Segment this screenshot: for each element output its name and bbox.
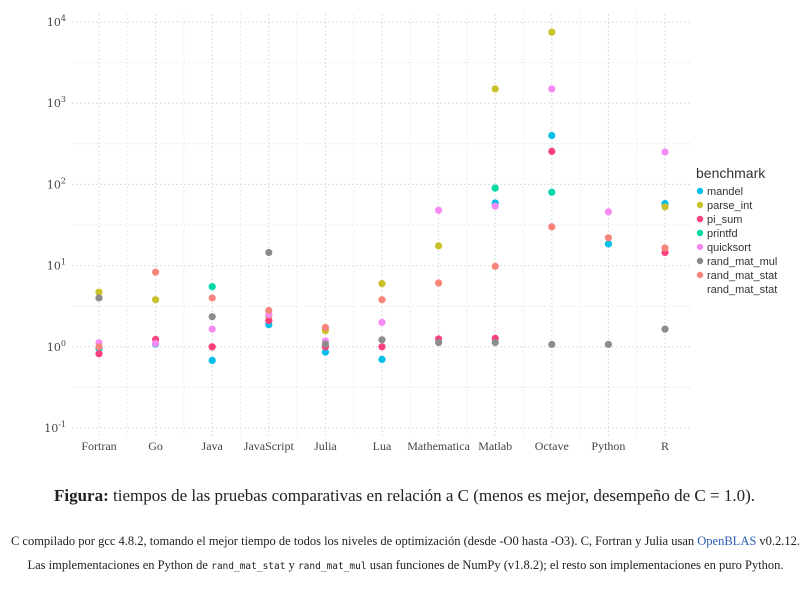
point-pi-sum [548,147,556,155]
point-rand-mat-stat [491,262,499,270]
figure-note: C compilado por gcc 4.8.2, tomando el me… [8,529,803,579]
caption-text: tiempos de las pruebas comparativas en r… [108,486,755,505]
note-code-rand-mat-stat: rand_mat_stat [211,561,286,572]
point-rand-mat-mul [378,336,386,344]
note-code-rand-mat-mul: rand_mat_mul [297,561,367,572]
point-rand-mat-stat [152,268,160,276]
x-tick-label: Octave [535,439,569,453]
point-parse-int [152,296,160,304]
x-tick-label: Fortran [81,439,116,453]
point-quicksort [378,318,386,326]
point-mandel [604,240,613,248]
legend-label: mandel [707,186,743,198]
point-parse-int [491,85,499,93]
legend-label: quicksort [707,242,751,254]
point-rand-mat-stat [604,234,613,242]
point-parse-int [378,280,386,288]
legend-key-pi-sum [696,215,704,223]
figure-caption: Figura: tiempos de las pruebas comparati… [0,486,809,506]
point-parse-int [548,28,556,36]
legend-label: rand_mat_stat [707,270,777,282]
point-quicksort [548,85,556,93]
point-mandel [548,131,556,140]
legend-key-rand-mat-mul [696,257,704,265]
x-axis: Fortran Go Java JavaScript Julia Lua Mathemati… [81,439,669,453]
point-rand-mat-stat [435,279,443,287]
legend-label-extra: rand_mat_stat [707,284,777,296]
legend-label: printfd [707,228,738,240]
y-tick-label: 10-1 [44,420,66,435]
x-tick-label: Matlab [478,439,512,453]
benchmark-chart: 10-1 100 101 102 103 104 Fortran Go Java JavaScr… [44,14,777,453]
point-mandel [208,356,216,365]
x-tick-label: R [661,439,669,453]
y-tick-label: 102 [47,176,66,191]
caption-bold: Figura: [54,486,109,505]
point-rand-mat-stat [265,306,273,315]
y-tick-label: 100 [47,339,66,354]
note-part1: C compilado por gcc 4.8.2, tomando el me… [10,534,698,548]
x-tick-label: Java [202,439,224,453]
point-quicksort [152,339,160,348]
x-tick-label: Mathematica [407,439,470,453]
point-pi-sum [378,343,386,351]
y-tick-label: 104 [47,14,66,29]
point-rand-mat-mul [265,248,273,257]
x-tick-label: Julia [314,439,337,453]
y-tick-label: 101 [47,258,66,273]
point-rand-mat-stat [95,343,103,351]
point-parse-int [661,203,669,211]
legend-key-mandel [696,187,704,195]
point-rand-mat-stat [548,223,556,231]
point-rand-mat-mul [604,340,613,349]
legend-label: pi_sum [707,214,742,226]
point-pi-sum [265,317,273,325]
legend-label: rand_mat_mul [707,256,777,268]
note-part2: v0.2.12. Las implementaciones en Python … [27,534,801,572]
data-points [95,28,669,365]
y-axis: 10-1 100 101 102 103 104 [44,14,66,435]
point-quicksort [208,325,216,333]
legend-key-rand-mat-stat [696,271,704,279]
note-part4: usan funciones de NumPy (v1.8.2); el res… [366,558,784,572]
x-tick-label: Lua [373,439,392,453]
point-quicksort [491,202,499,210]
point-pi-sum [95,350,103,358]
point-printfd [491,184,499,192]
point-parse-int [435,242,443,250]
legend-key-quicksort [696,243,704,251]
point-rand-mat-mul [491,338,499,347]
legend-title: benchmark [696,165,766,181]
point-quicksort [661,148,669,156]
point-rand-mat-stat [378,296,386,304]
legend-key-printfd [696,229,704,237]
y-tick-label: 103 [47,95,66,110]
x-tick-label: Python [591,439,625,453]
point-printfd [548,188,556,196]
point-rand-mat-mul [548,340,556,349]
grid [72,14,692,436]
legend-label: parse_int [707,200,752,212]
point-mandel [378,355,386,363]
point-parse-int [95,288,103,296]
point-rand-mat-stat [208,294,216,302]
point-rand-mat-mul [321,340,329,348]
point-rand-mat-stat [321,323,329,332]
x-tick-label: JavaScript [244,439,295,453]
point-quicksort [604,208,613,216]
x-tick-label: Go [148,439,163,453]
point-rand-mat-stat [661,244,669,252]
point-rand-mat-mul [435,338,443,347]
point-printfd [208,283,216,291]
point-mandel [321,348,329,356]
point-quicksort [435,206,443,214]
note-part3: y [285,558,298,572]
point-rand-mat-mul [95,294,103,302]
point-rand-mat-mul [661,325,669,333]
point-rand-mat-mul [208,313,216,321]
openblas-link[interactable]: OpenBLAS [697,534,757,548]
legend-key-parse-int [696,201,704,209]
point-pi-sum [208,343,216,351]
